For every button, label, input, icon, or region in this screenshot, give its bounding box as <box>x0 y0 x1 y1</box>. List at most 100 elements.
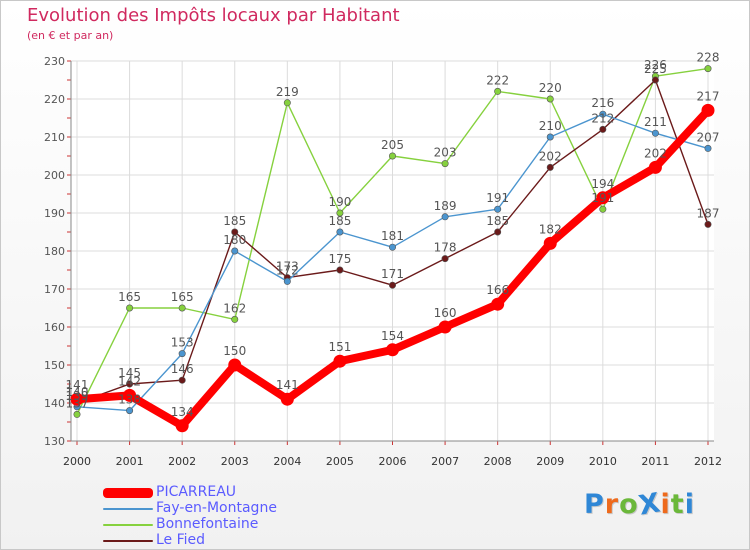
data-point-bonnefontaine <box>599 205 607 213</box>
data-label-le-fied: 185 <box>486 214 509 228</box>
data-point-fay-en-montagne <box>651 129 659 137</box>
y-tick-label: 150 <box>44 359 65 372</box>
data-label-bonnefontaine: 165 <box>171 290 194 304</box>
data-point-bonnefontaine <box>546 95 554 103</box>
data-label-fay-en-montagne: 172 <box>276 263 299 277</box>
data-label-picarreau: 151 <box>328 340 351 354</box>
x-tick-label: 2011 <box>641 455 669 468</box>
data-point-le-fied <box>599 125 607 133</box>
data-point-picarreau <box>333 354 347 368</box>
data-point-picarreau <box>491 297 505 311</box>
y-tick-label: 170 <box>44 283 65 296</box>
data-label-picarreau: 141 <box>276 378 299 392</box>
legend-swatch-bonnefontaine <box>103 524 153 526</box>
data-label-picarreau: 141 <box>66 378 89 392</box>
data-point-picarreau <box>701 103 715 117</box>
data-point-fay-en-montagne <box>283 277 291 285</box>
x-tick-label: 2006 <box>379 455 407 468</box>
data-label-fay-en-montagne: 181 <box>381 229 404 243</box>
data-label-le-fied: 171 <box>381 267 404 281</box>
legend-label-fay-en-montagne: Fay-en-Montagne <box>156 500 277 516</box>
data-label-picarreau: 194 <box>591 177 614 191</box>
data-point-bonnefontaine <box>73 410 81 418</box>
data-label-bonnefontaine: 226 <box>644 58 667 72</box>
data-point-picarreau <box>70 392 84 406</box>
data-point-bonnefontaine <box>336 209 344 217</box>
x-tick-label: 2012 <box>694 455 722 468</box>
x-tick-label: 2003 <box>221 455 249 468</box>
data-label-picarreau: 182 <box>539 222 562 236</box>
data-point-le-fied <box>336 266 344 274</box>
data-label-le-fied: 202 <box>539 149 562 163</box>
data-point-picarreau <box>175 419 189 433</box>
data-point-picarreau <box>648 160 662 174</box>
data-point-fay-en-montagne <box>336 228 344 236</box>
data-label-fay-en-montagne: 189 <box>434 199 457 213</box>
data-point-picarreau <box>228 358 242 372</box>
chart-title: Evolution des Impôts locaux par Habitant <box>27 5 400 26</box>
data-label-bonnefontaine: 219 <box>276 85 299 99</box>
data-label-le-fied: 175 <box>328 252 351 266</box>
legend-label-bonnefontaine: Bonnefontaine <box>156 516 259 532</box>
data-point-fay-en-montagne <box>599 110 607 118</box>
data-point-le-fied <box>178 376 186 384</box>
x-tick-label: 2009 <box>536 455 564 468</box>
data-label-picarreau: 160 <box>434 306 457 320</box>
data-label-le-fied: 212 <box>591 111 614 125</box>
x-tick-label: 2005 <box>326 455 354 468</box>
y-tick-label: 190 <box>44 207 65 220</box>
data-label-fay-en-montagne: 139 <box>66 389 89 403</box>
y-tick-label: 200 <box>44 169 65 182</box>
x-tick-label: 2001 <box>116 455 144 468</box>
data-label-le-fied: 146 <box>171 362 194 376</box>
data-point-fay-en-montagne <box>441 213 449 221</box>
y-tick-label: 230 <box>44 55 65 68</box>
x-tick-label: 2008 <box>484 455 512 468</box>
x-tick-label: 2004 <box>273 455 301 468</box>
data-point-picarreau <box>596 191 610 205</box>
data-label-picarreau: 142 <box>118 374 141 388</box>
data-label-bonnefontaine: 191 <box>591 191 614 205</box>
legend-label-picarreau: PICARREAU <box>156 484 237 500</box>
data-point-bonnefontaine <box>126 304 134 312</box>
legend-swatch-fay-en-montagne <box>103 508 153 510</box>
data-label-picarreau: 217 <box>697 89 720 103</box>
data-label-fay-en-montagne: 191 <box>486 191 509 205</box>
data-point-picarreau <box>386 343 399 357</box>
data-point-le-fied <box>651 76 659 84</box>
data-point-picarreau <box>438 320 452 334</box>
data-label-bonnefontaine: 137 <box>66 396 89 410</box>
x-tick-label: 2000 <box>63 455 91 468</box>
data-point-bonnefontaine <box>704 65 712 73</box>
data-point-bonnefontaine <box>494 87 502 95</box>
data-label-le-fied: 145 <box>118 366 141 380</box>
data-label-fay-en-montagne: 153 <box>171 336 194 350</box>
data-label-bonnefontaine: 228 <box>697 51 720 65</box>
data-point-fay-en-montagne <box>494 205 502 213</box>
data-labels: 137 165 165 162 219 190 205 203 222 220 191 226 228 1… <box>66 51 720 419</box>
data-point-picarreau <box>280 392 294 406</box>
data-point-fay-en-montagne <box>388 243 396 251</box>
data-label-fay-en-montagne: 216 <box>591 96 614 110</box>
data-label-fay-en-montagne: 210 <box>539 119 562 133</box>
legend-swatch-le-fied <box>103 540 153 542</box>
data-point-picarreau <box>543 236 557 250</box>
data-label-picarreau: 150 <box>223 344 246 358</box>
x-tick-label: 2010 <box>589 455 617 468</box>
grid <box>71 60 714 442</box>
data-point-fay-en-montagne <box>546 133 554 141</box>
data-point-fay-en-montagne <box>126 407 134 415</box>
data-point-fay-en-montagne <box>178 350 186 358</box>
data-point-bonnefontaine <box>178 304 186 312</box>
data-label-bonnefontaine: 165 <box>118 290 141 304</box>
y-tick-label: 130 <box>44 435 65 448</box>
data-point-le-fied <box>494 228 502 236</box>
data-point-le-fied <box>126 380 134 388</box>
data-label-bonnefontaine: 190 <box>328 195 351 209</box>
y-tick-label: 180 <box>44 245 65 258</box>
data-point-fay-en-montagne <box>704 144 712 152</box>
data-point-le-fied <box>388 281 396 289</box>
